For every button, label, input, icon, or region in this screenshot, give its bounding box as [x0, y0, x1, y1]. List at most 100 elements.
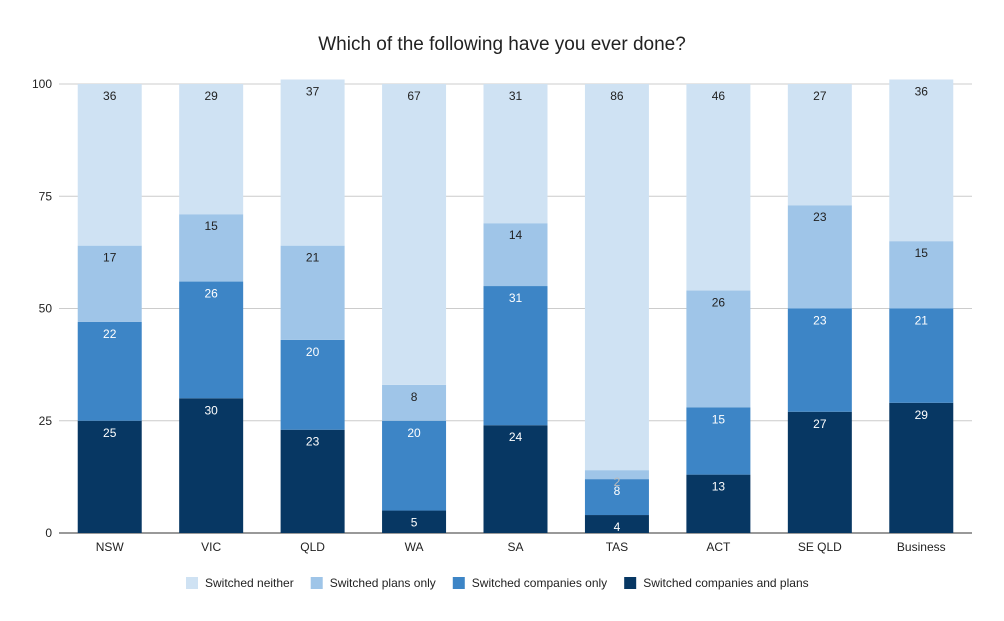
legend-label: Switched plans only	[330, 576, 436, 590]
bar-segment	[686, 474, 751, 533]
bar-segment	[686, 84, 751, 291]
data-label: 37	[306, 85, 320, 99]
y-axis: 0 25 50 75 100	[32, 77, 52, 540]
data-label: 21	[915, 314, 929, 328]
data-label: 23	[306, 435, 320, 449]
bar-segment	[77, 245, 142, 322]
data-label: 21	[306, 251, 320, 265]
data-label: 36	[915, 85, 929, 99]
bar-segment	[382, 384, 447, 421]
legend: Switched neither Switched plans only Switc…	[186, 576, 809, 590]
data-label: 22	[103, 327, 117, 341]
bar-segment	[179, 84, 244, 215]
data-label: 14	[509, 228, 523, 242]
bar-segment	[787, 205, 852, 309]
bar-segment	[77, 420, 142, 533]
legend-label: Switched companies and plans	[643, 576, 808, 590]
data-label: 24	[509, 430, 523, 444]
data-label: 8	[614, 484, 621, 498]
y-tick-label: 25	[39, 414, 53, 428]
x-tick-label: VIC	[201, 540, 221, 554]
data-label: 20	[407, 426, 421, 440]
bar-segment	[77, 321, 142, 421]
bar-segment	[584, 515, 649, 533]
bar-segment	[280, 429, 345, 533]
bar-segment	[382, 420, 447, 511]
data-label: 25	[103, 426, 117, 440]
legend-swatch	[310, 577, 323, 589]
data-label: 15	[915, 246, 929, 260]
bar-segment	[280, 339, 345, 430]
data-label: 17	[103, 251, 117, 265]
bar-segment	[889, 79, 954, 242]
bar-segment	[483, 425, 548, 533]
data-label: 5	[411, 516, 418, 530]
bar-segment	[787, 308, 852, 412]
data-label: 20	[306, 345, 320, 359]
data-label: 8	[411, 390, 418, 404]
data-label: 15	[712, 412, 726, 426]
data-label: 2	[614, 475, 621, 489]
legend-item: Switched plans only	[310, 576, 436, 590]
data-label: 29	[915, 408, 929, 422]
bar-segment	[483, 84, 548, 224]
bar-segment	[787, 411, 852, 533]
legend-label: Switched neither	[205, 576, 294, 590]
x-tick-label: WA	[405, 540, 424, 554]
x-tick-label: SA	[507, 540, 523, 554]
bar-segment	[483, 286, 548, 426]
data-label: 4	[614, 520, 621, 534]
data-label: 23	[813, 314, 827, 328]
bar-segment	[382, 84, 447, 385]
data-label: 30	[204, 403, 218, 417]
data-label: 23	[813, 210, 827, 224]
bar-segment	[584, 84, 649, 471]
bar-segment	[889, 308, 954, 403]
x-tick-label: SE QLD	[798, 540, 842, 554]
bars: 2522173630261529232021375208672431143148…	[77, 79, 954, 534]
x-axis: NSW VIC QLD WA SA TAS ACT SE QLD Business	[96, 540, 946, 554]
data-label: 67	[407, 89, 421, 103]
bar-segment	[787, 84, 852, 206]
y-tick-label: 100	[32, 77, 52, 91]
x-tick-label: TAS	[606, 540, 628, 554]
legend-swatch	[624, 577, 637, 589]
data-label: 26	[204, 287, 218, 301]
y-tick-label: 75	[39, 189, 53, 203]
data-label: 29	[204, 89, 218, 103]
data-label: 86	[610, 89, 624, 103]
data-label: 13	[712, 480, 726, 494]
bar-segment	[77, 84, 142, 246]
bar-segment	[584, 479, 649, 516]
bar-segment	[382, 510, 447, 533]
bar-segment	[179, 214, 244, 282]
data-label: 31	[509, 89, 523, 103]
legend-swatch	[452, 577, 465, 589]
bar-segment	[280, 245, 345, 340]
legend-label: Switched companies only	[472, 576, 607, 590]
bar-segment	[686, 290, 751, 408]
bar-segment	[584, 470, 649, 480]
bar-segment	[179, 281, 244, 399]
bar-segment	[889, 402, 954, 533]
x-tick-label: ACT	[706, 540, 731, 554]
data-label: 36	[103, 89, 117, 103]
data-label: 15	[204, 219, 218, 233]
data-label: 26	[712, 296, 726, 310]
bar-segment	[280, 79, 345, 246]
bar-segment	[483, 223, 548, 287]
legend-item: Switched companies and plans	[624, 576, 809, 590]
x-tick-label: NSW	[96, 540, 125, 554]
chart-title: Which of the following have you ever don…	[318, 34, 686, 55]
data-label: 27	[813, 417, 827, 431]
data-label: 46	[712, 89, 726, 103]
y-tick-label: 50	[39, 302, 53, 316]
x-tick-label: Business	[897, 540, 946, 554]
legend-item: Switched companies only	[452, 576, 607, 590]
legend-item: Switched neither	[186, 576, 294, 590]
data-label: 31	[509, 291, 523, 305]
legend-swatch	[186, 577, 198, 589]
bar-segment	[889, 241, 954, 309]
data-label: 27	[813, 89, 827, 103]
